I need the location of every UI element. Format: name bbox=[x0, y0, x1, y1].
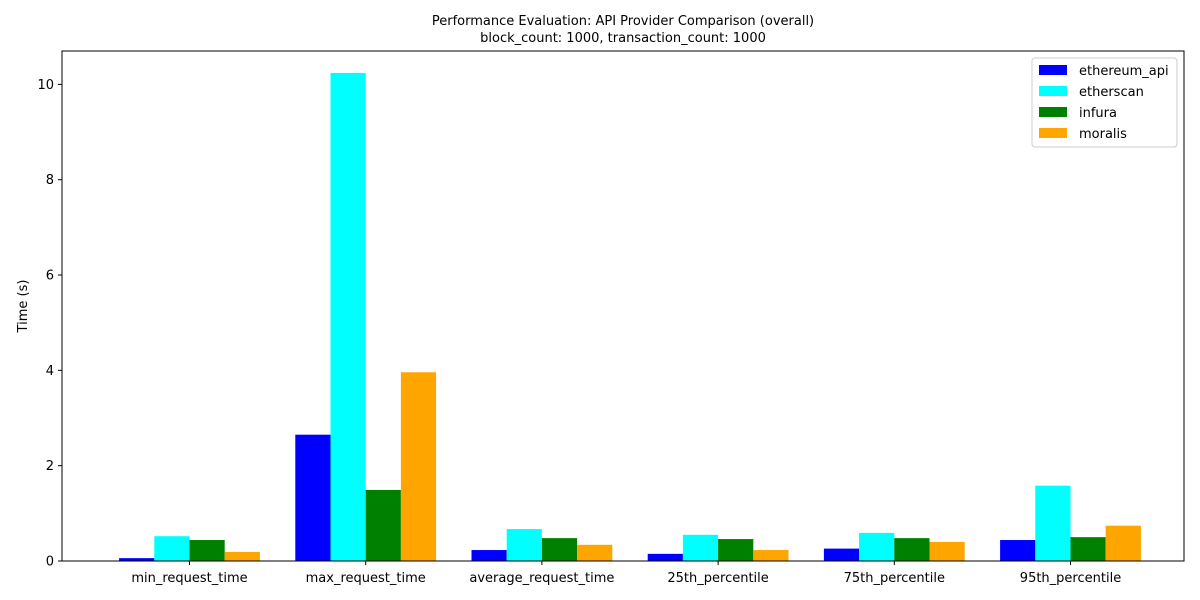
x-tick-label: average_request_time bbox=[469, 571, 614, 586]
chart-subtitle: block_count: 1000, transaction_count: 10… bbox=[480, 31, 766, 46]
x-tick-label: 75th_percentile bbox=[844, 571, 945, 586]
bar-etherscan-max_request_time bbox=[330, 72, 366, 562]
bar-moralis-75th_percentile bbox=[929, 541, 965, 561]
bar-ethereum_api-25th_percentile bbox=[647, 553, 683, 561]
legend-label-etherscan: etherscan bbox=[1079, 85, 1144, 100]
legend-swatch-ethereum_api bbox=[1039, 65, 1067, 75]
x-tick-label: 25th_percentile bbox=[667, 571, 768, 586]
legend-swatch-etherscan bbox=[1039, 86, 1067, 96]
y-tick-label: 0 bbox=[46, 555, 54, 570]
bar-moralis-average_request_time bbox=[577, 544, 613, 561]
axes-layer: 0 2 4 6 8 10 min_request_time max_request_time a… bbox=[37, 50, 1185, 586]
bars-layer bbox=[119, 72, 1141, 562]
bar-infura-25th_percentile bbox=[718, 539, 754, 561]
x-tick-label: max_request_time bbox=[306, 571, 426, 586]
bar-infura-max_request_time bbox=[365, 489, 401, 561]
bar-infura-75th_percentile bbox=[894, 538, 930, 561]
legend-label-moralis: moralis bbox=[1079, 127, 1127, 142]
y-tick-label: 10 bbox=[37, 78, 54, 93]
y-tick-label: 6 bbox=[46, 269, 54, 284]
y-tick-label: 8 bbox=[46, 173, 54, 188]
bar-infura-average_request_time bbox=[541, 538, 578, 561]
x-tick-label: min_request_time bbox=[131, 571, 247, 586]
legend-swatch-infura bbox=[1039, 107, 1067, 117]
bar-ethereum_api-95th_percentile bbox=[1000, 540, 1036, 561]
x-tick-label: 95th_percentile bbox=[1020, 571, 1121, 586]
legend-box bbox=[1031, 57, 1178, 148]
bar-etherscan-75th_percentile bbox=[859, 532, 895, 561]
bar-etherscan-average_request_time bbox=[506, 529, 542, 561]
y-tick-label: 4 bbox=[46, 364, 54, 379]
bar-ethereum_api-average_request_time bbox=[471, 550, 507, 561]
legend-label-infura: infura bbox=[1079, 106, 1117, 121]
bar-infura-95th_percentile bbox=[1070, 537, 1106, 561]
y-axis-label: Time (s) bbox=[16, 280, 31, 334]
legend-swatch-moralis bbox=[1039, 128, 1067, 138]
bar-ethereum_api-max_request_time bbox=[295, 434, 331, 561]
legend: ethereum_api etherscan infura moralis bbox=[1031, 57, 1178, 148]
bar-ethereum_api-75th_percentile bbox=[823, 548, 860, 561]
plot-frame bbox=[61, 50, 1185, 562]
bar-moralis-min_request_time bbox=[224, 551, 260, 561]
bar-moralis-25th_percentile bbox=[753, 550, 789, 561]
bar-ethereum_api-min_request_time bbox=[119, 558, 155, 561]
bar-etherscan-min_request_time bbox=[154, 536, 190, 561]
bar-etherscan-25th_percentile bbox=[682, 534, 719, 561]
chart-title: Performance Evaluation: API Provider Com… bbox=[432, 14, 814, 29]
bar-moralis-max_request_time bbox=[400, 372, 437, 561]
bar-moralis-95th_percentile bbox=[1105, 525, 1141, 561]
bar-etherscan-95th_percentile bbox=[1035, 485, 1071, 561]
bar-infura-min_request_time bbox=[189, 540, 225, 561]
legend-label-ethereum_api: ethereum_api bbox=[1079, 64, 1169, 79]
y-tick-label: 2 bbox=[46, 459, 54, 474]
